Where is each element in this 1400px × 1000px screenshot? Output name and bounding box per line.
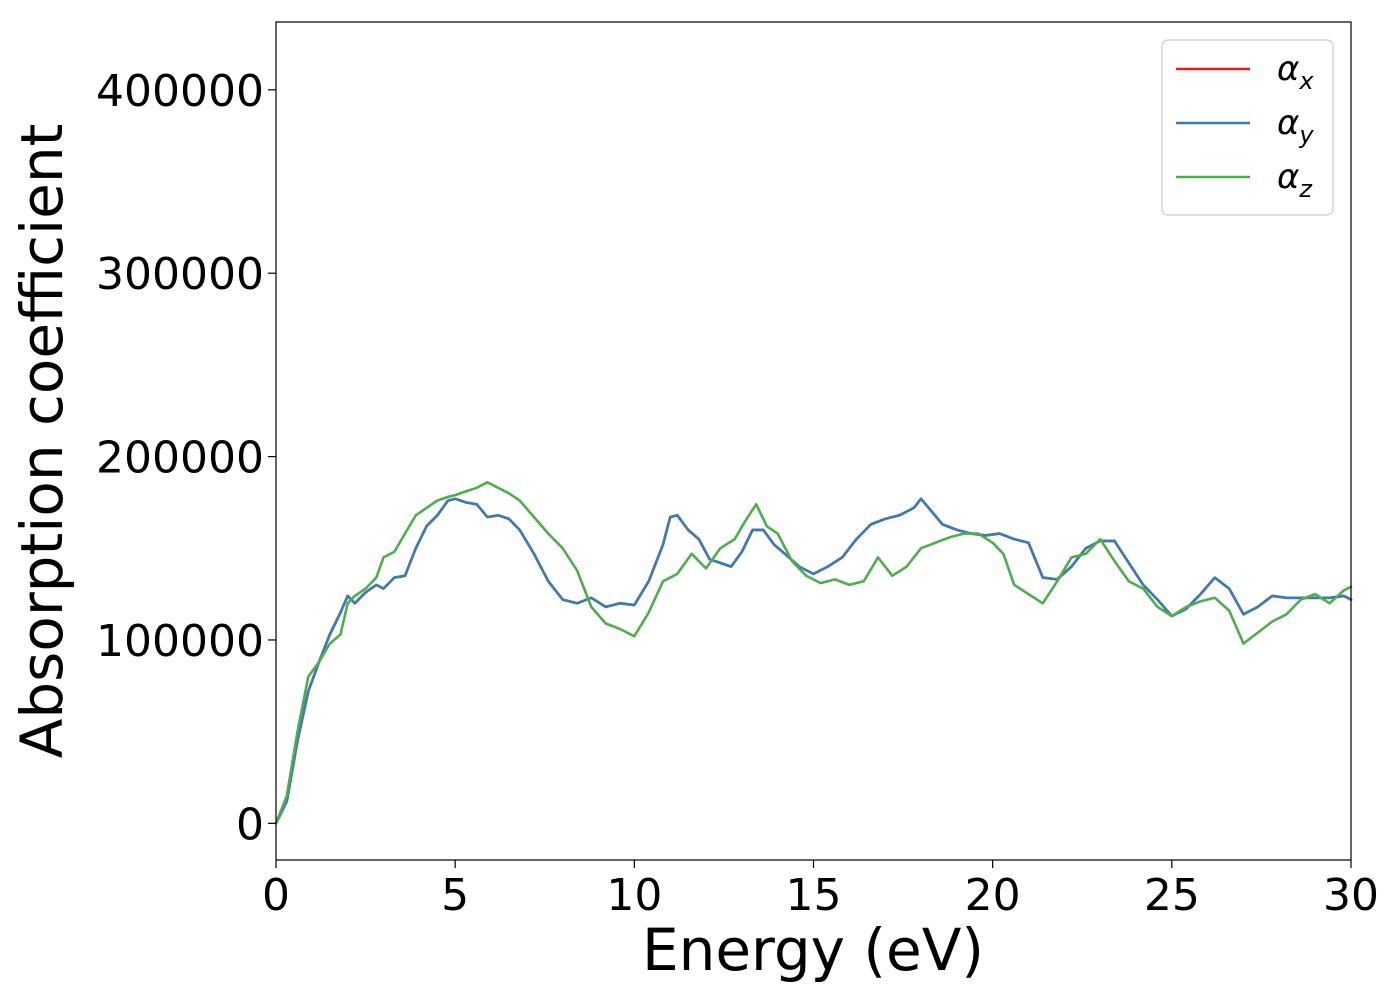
series-lines (274, 480, 1353, 825)
y-tick-label: 100000 (96, 616, 264, 667)
x-tick-label: 0 (262, 870, 290, 921)
y-tick-label: 300000 (96, 249, 264, 300)
legend-label-alpha-x: αx (1277, 49, 1314, 95)
y-axis: 0 100000 200000 300000 400000 (96, 66, 276, 850)
x-tick-label: 25 (1144, 870, 1200, 921)
series-line-alpha-z (274, 480, 1353, 825)
y-tick-label: 200000 (96, 433, 264, 484)
x-tick-label: 30 (1323, 870, 1379, 921)
y-axis-title: Absorption coefficient (8, 124, 76, 759)
y-tick-label: 400000 (96, 66, 264, 117)
x-tick-label: 5 (441, 870, 469, 921)
x-axis: 0 5 10 15 20 25 30 (262, 860, 1379, 921)
legend-box (1161, 39, 1334, 216)
series-line-alpha-y (274, 497, 1353, 825)
x-tick-label: 15 (786, 870, 842, 921)
y-tick-label: 0 (236, 799, 264, 850)
x-tick-label: 10 (606, 870, 662, 921)
x-tick-label: 20 (965, 870, 1021, 921)
legend-label-alpha-y: αy (1277, 103, 1314, 149)
x-axis-title: Energy (eV) (642, 916, 984, 984)
series-line-alpha-x (274, 497, 1353, 825)
